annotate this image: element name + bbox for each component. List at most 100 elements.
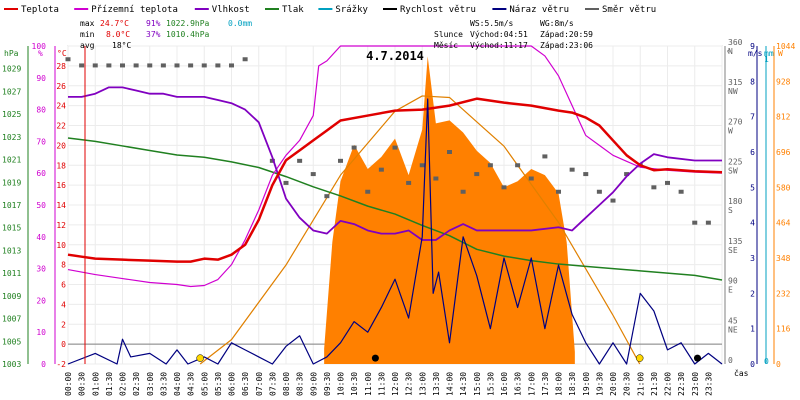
- hpa-tick-label: 1021: [2, 156, 21, 165]
- celsius-tick-label: 2: [61, 320, 66, 329]
- moonrise-marker: [371, 354, 379, 362]
- time-tick-label: 19:00: [582, 372, 591, 396]
- direction-tick-label: 135: [728, 237, 743, 246]
- legend-label: Náraz větru: [509, 5, 569, 15]
- sun-set-text: Západ:20:59: [540, 30, 593, 39]
- direction-tick-label: 45: [728, 316, 738, 325]
- wind-direction-point: [242, 57, 248, 62]
- stats-max-rain: 0.0mm: [228, 19, 252, 28]
- wind-direction-point: [188, 63, 194, 68]
- stats-min-pressure: 1010.4hPa: [166, 30, 210, 39]
- time-tick-label: 23:00: [691, 372, 700, 396]
- time-tick-label: 08:30: [296, 372, 305, 396]
- pressure-line: [67, 137, 723, 281]
- wind-direction-point: [365, 189, 371, 194]
- hpa-tick-label: 1019: [2, 178, 21, 187]
- stats-max-humidity: 91%: [146, 19, 161, 28]
- time-tick-label: 06:30: [241, 372, 250, 396]
- direction-tick-label: 180: [728, 197, 743, 206]
- celsius-tick-label: 10: [56, 241, 66, 250]
- time-tick-label: 05:00: [200, 372, 209, 396]
- time-tick-label: 20:00: [609, 372, 618, 396]
- time-axis-label: čas: [734, 368, 749, 378]
- moon-set-text: Západ:23:06: [540, 41, 593, 50]
- celsius-tick-label: 20: [56, 141, 66, 150]
- wind-speed-tick-label: 1: [750, 325, 755, 334]
- wind-direction-point: [501, 185, 507, 190]
- celsius-tick-label: -2: [56, 360, 66, 369]
- wind-direction-point: [474, 172, 480, 177]
- wind-direction-point: [160, 63, 166, 68]
- time-tick-label: 18:00: [555, 372, 564, 396]
- time-tick-label: 12:30: [405, 372, 414, 396]
- hpa-tick-label: 1009: [2, 292, 21, 301]
- wind-direction-point: [133, 63, 139, 68]
- hpa-tick-label: 1025: [2, 110, 21, 119]
- stats-min-temp: 8.0°C: [106, 30, 130, 39]
- wind-direction-point: [79, 63, 85, 68]
- wind-speed-tick-label: 7: [750, 113, 755, 122]
- wind-direction-point: [201, 63, 207, 68]
- wind-direction-point: [678, 189, 684, 194]
- time-tick-label: 08:00: [282, 372, 291, 396]
- stats-max-pressure: 1022.9hPa: [166, 19, 210, 28]
- legend-label: Tlak: [282, 5, 304, 15]
- legend-label: Srážky: [335, 5, 368, 15]
- direction-tick-label: 360: [728, 38, 743, 47]
- wind-ws-text: WS:5.5m/s: [470, 19, 514, 28]
- celsius-tick-label: 8: [61, 261, 66, 270]
- percent-tick-label: 30: [36, 265, 46, 274]
- percent-tick-label: 80: [36, 106, 46, 115]
- time-tick-label: 11:30: [377, 372, 386, 396]
- hpa-tick-label: 1011: [2, 269, 21, 278]
- wind-speed-tick-label: 0: [750, 360, 755, 369]
- time-tick-label: 10:00: [337, 372, 346, 396]
- celsius-tick-label: 12: [56, 221, 66, 230]
- wind-speed-tick-label: 4: [750, 219, 755, 228]
- time-tick-label: 09:30: [323, 372, 332, 396]
- time-tick-label: 18:30: [568, 372, 577, 396]
- wind-direction-point: [174, 63, 180, 68]
- wind-direction-point: [106, 63, 112, 68]
- hpa-tick-label: 1005: [2, 337, 21, 346]
- time-tick-label: 03:30: [159, 372, 168, 396]
- stats-min-label: min: [80, 30, 95, 39]
- celsius-tick-label: 22: [56, 122, 66, 131]
- time-tick-label: 01:00: [91, 372, 100, 396]
- wind-direction-point: [120, 63, 125, 68]
- solar-tick-label: 1044: [776, 42, 795, 51]
- solar-tick-label: 812: [776, 113, 791, 122]
- ms-unit-label: m/s: [748, 49, 763, 58]
- percent-tick-label: 40: [36, 233, 46, 242]
- stats-min-humidity: 37%: [146, 30, 161, 39]
- feels-like-line: [67, 45, 723, 288]
- time-tick-label: 02:30: [132, 372, 141, 396]
- percent-unit-label: %: [38, 49, 43, 58]
- wind-speed-tick-label: 9: [750, 42, 755, 51]
- time-tick-label: 06:00: [228, 372, 237, 396]
- direction-tick-label: 90: [728, 277, 738, 286]
- time-tick-label: 19:30: [595, 372, 604, 396]
- wind-direction-point: [92, 63, 98, 68]
- direction-tick-label: SE: [728, 246, 738, 255]
- wind-direction-point: [433, 176, 439, 181]
- time-tick-label: 02:00: [119, 372, 128, 396]
- wind-direction-point: [378, 167, 384, 172]
- wind-speed-tick-label: 6: [750, 148, 755, 157]
- direction-tick-label: 225: [728, 157, 743, 166]
- percent-tick-label: 90: [36, 74, 46, 83]
- wind-direction-point: [556, 189, 561, 194]
- wind-speed-tick-label: 3: [750, 254, 755, 263]
- solar-tick-label: 232: [776, 289, 791, 298]
- wind-direction-point: [65, 57, 71, 62]
- wind-direction-point: [269, 158, 275, 163]
- rain-tick-label: 1: [764, 55, 769, 64]
- wind-wg-text: WG:8m/s: [540, 19, 574, 28]
- chart-title: 4.7.2014: [366, 49, 424, 63]
- temperature-line: [67, 97, 723, 263]
- wind-direction-point: [351, 145, 357, 150]
- time-tick-label: 22:30: [677, 372, 686, 396]
- percent-tick-label: 10: [36, 328, 46, 337]
